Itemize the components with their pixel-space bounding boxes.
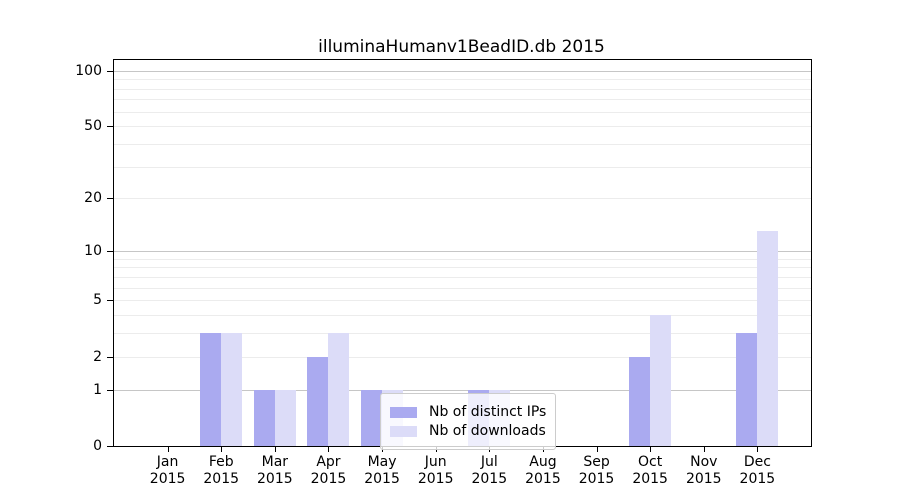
x-axis-tick-label: Jun 2015: [417, 454, 454, 487]
y-axis-tick-label: 0: [93, 438, 102, 454]
x-axis-tick: [757, 446, 759, 452]
gridline-minor: [114, 267, 811, 269]
gridline-minor: [114, 198, 811, 200]
x-axis-tick: [274, 446, 276, 452]
gridline-minor: [114, 111, 811, 113]
bar-distinct-ips: [361, 389, 383, 446]
gridline-minor: [114, 88, 811, 90]
gridline-major: [114, 389, 811, 391]
gridline-minor: [114, 356, 811, 358]
x-axis-tick-year: 2015: [257, 471, 293, 487]
x-axis-tick-year: 2015: [685, 471, 722, 487]
x-axis-tick-year: 2015: [417, 471, 454, 487]
legend: Nb of distinct IPs Nb of downloads: [380, 393, 557, 450]
legend-label-distinct-ips: Nb of distinct IPs: [429, 404, 547, 420]
y-axis-tick: [107, 250, 113, 252]
x-axis-tick: [167, 446, 169, 452]
legend-item-distinct-ips: Nb of distinct IPs: [390, 404, 546, 420]
y-axis-tick: [107, 446, 113, 447]
x-axis-tick-label: Jul 2015: [471, 454, 508, 487]
y-axis-tick-label: 50: [84, 118, 102, 135]
y-axis-tick: [107, 356, 113, 358]
x-axis-tick-year: 2015: [310, 471, 347, 487]
x-axis-tick-label: Nov 2015: [685, 454, 722, 487]
bar-distinct-ips: [307, 356, 329, 446]
legend-item-downloads: Nb of downloads: [390, 423, 546, 439]
y-axis-tick-label: 2: [93, 348, 102, 365]
x-axis-tick: [596, 446, 598, 452]
y-axis-tick: [107, 300, 113, 302]
x-axis-tick-label: May 2015: [364, 454, 400, 487]
y-axis-tick-label: 1: [93, 381, 102, 398]
x-axis-tick-label: Dec 2015: [739, 454, 776, 487]
y-axis-tick: [107, 389, 113, 391]
gridline-minor: [114, 315, 811, 317]
bar-downloads: [328, 333, 350, 446]
x-axis-tick-label: Aug 2015: [525, 454, 561, 487]
gridline-minor: [114, 143, 811, 145]
gridline-minor: [114, 126, 811, 128]
x-axis-tick-year: 2015: [578, 471, 615, 487]
x-axis-tick-label: Feb 2015: [203, 454, 240, 487]
y-axis-tick: [107, 126, 113, 128]
x-axis-tick-year: 2015: [632, 471, 668, 487]
gridline-minor: [114, 79, 811, 81]
gridline-major: [114, 70, 811, 72]
x-axis-tick-label: Mar 2015: [257, 454, 293, 487]
gridline-minor: [114, 287, 811, 289]
legend-swatch-downloads: [390, 425, 417, 437]
x-axis-tick-label: Jan 2015: [149, 454, 186, 487]
x-axis-tick: [703, 446, 705, 452]
chart-title: illuminaHumanv1BeadID.db 2015: [318, 37, 605, 57]
y-axis-tick: [107, 198, 113, 200]
x-axis-tick-year: 2015: [149, 471, 186, 487]
legend-label-downloads: Nb of downloads: [429, 423, 546, 439]
gridline-minor: [114, 99, 811, 101]
bar-distinct-ips: [253, 389, 275, 446]
x-axis-tick-year: 2015: [471, 471, 508, 487]
y-axis-tick: [107, 70, 113, 72]
legend-swatch-distinct-ips: [390, 406, 417, 418]
x-axis-tick-label: Oct 2015: [632, 454, 668, 487]
x-axis-tick-year: 2015: [203, 471, 240, 487]
x-axis-tick-year: 2015: [739, 471, 776, 487]
x-axis-tick-year: 2015: [525, 471, 561, 487]
bar-distinct-ips: [200, 333, 222, 446]
y-axis-tick-label: 20: [84, 190, 102, 207]
x-axis-tick: [650, 446, 652, 452]
gridline-minor: [114, 333, 811, 335]
gridline-major: [114, 250, 811, 252]
gridline-minor: [114, 166, 811, 168]
y-axis-tick-label: 10: [84, 242, 102, 259]
x-axis-tick-label: Apr 2015: [310, 454, 347, 487]
bar-downloads: [274, 389, 296, 446]
bar-downloads: [650, 315, 672, 446]
x-axis-tick: [328, 446, 330, 452]
bar-distinct-ips: [736, 333, 758, 446]
gridline-minor: [114, 276, 811, 278]
x-axis-tick-year: 2015: [364, 471, 400, 487]
gridline-minor: [114, 300, 811, 302]
y-axis-tick-label: 100: [75, 62, 102, 79]
x-axis-tick-label: Sep 2015: [578, 454, 615, 487]
plot-area: Nb of distinct IPs Nb of downloads 100 50…: [75, 59, 812, 487]
bar-downloads: [221, 333, 243, 446]
gridline-minor: [114, 258, 811, 260]
bar-downloads: [757, 231, 779, 446]
bar-distinct-ips: [629, 356, 651, 446]
x-axis-tick: [221, 446, 223, 452]
y-axis-tick-label: 5: [93, 292, 102, 309]
